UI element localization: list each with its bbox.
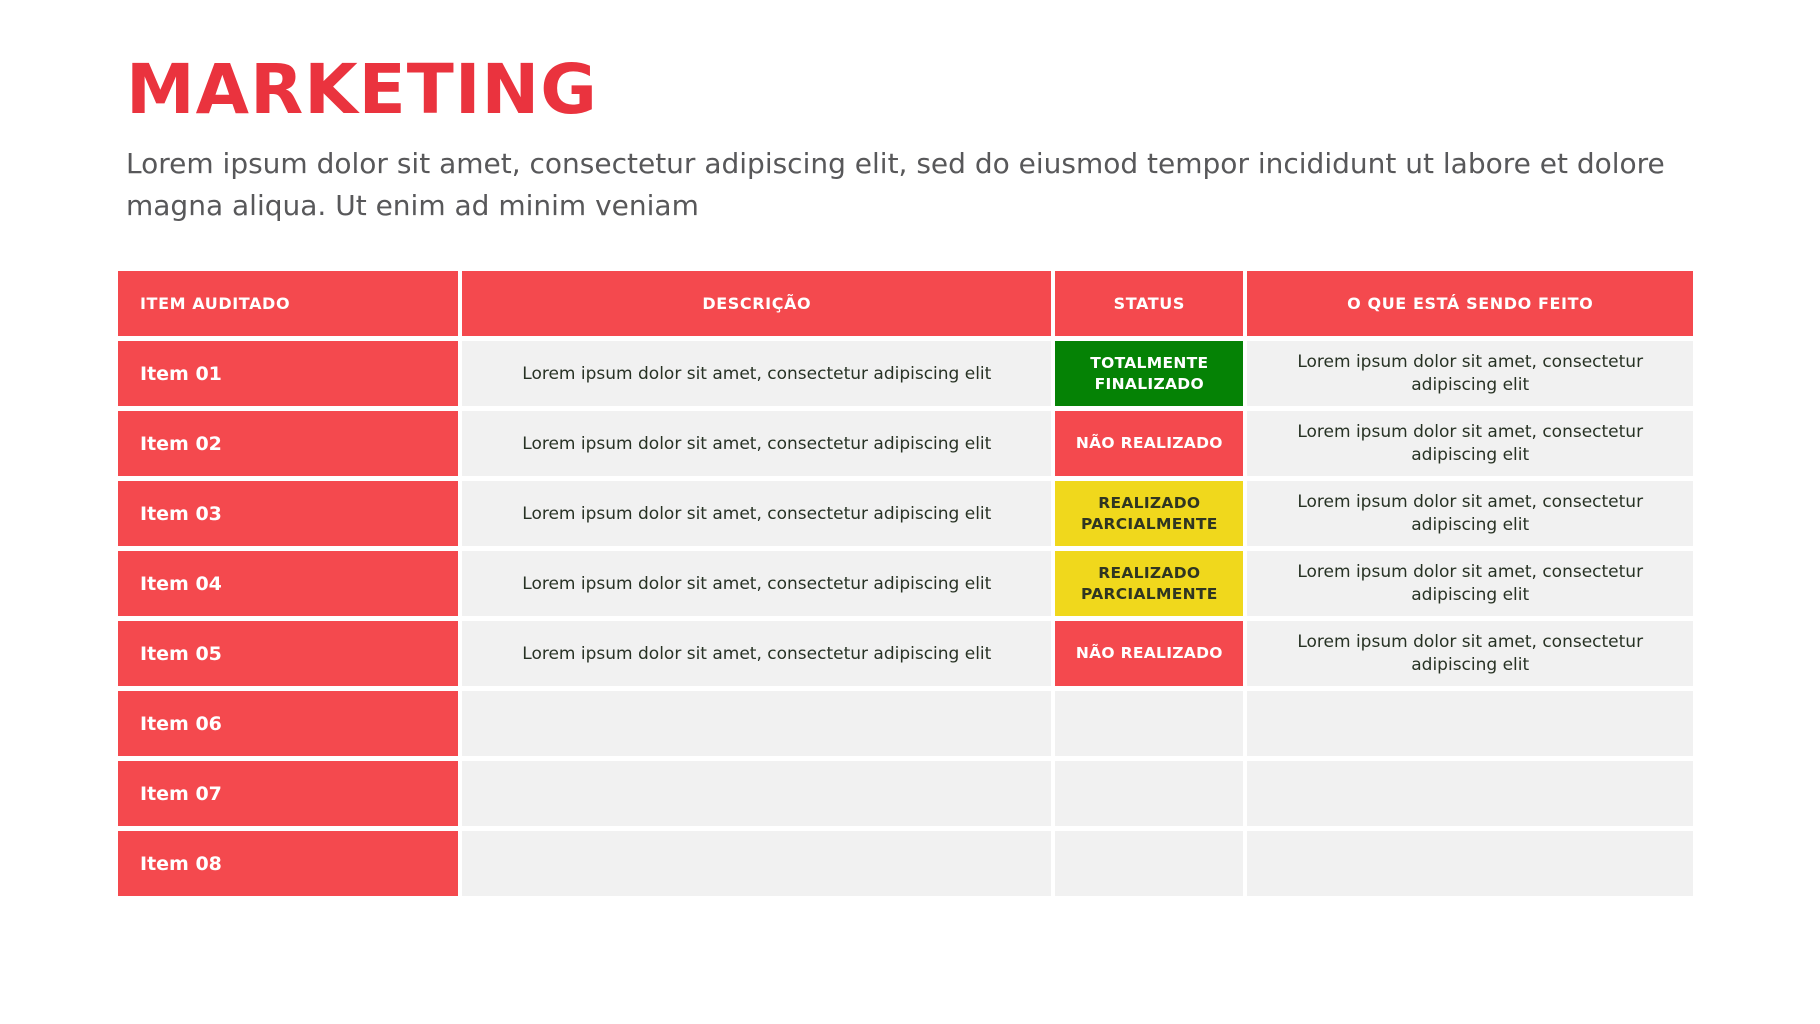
audit-table: ITEM AUDITADO DESCRIÇÃO STATUS O QUE EST… [118,271,1693,896]
status-cell: REALIZADO PARCIALMENTE [1055,481,1244,546]
subtitle-line-2: magna aliqua. Ut enim ad minim veniam [126,189,699,222]
item-cell: Item 03 [118,481,459,546]
description-cell: Lorem ipsum dolor sit amet, consectetur … [462,551,1052,616]
column-header-o-que-esta-sendo-feito: O QUE ESTÁ SENDO FEITO [1247,271,1693,336]
action-cell [1247,831,1693,896]
slide-content: MARKETING Lorem ipsum dolor sit amet, co… [118,56,1693,896]
description-cell [462,831,1052,896]
action-cell: Lorem ipsum dolor sit amet, consectetur … [1247,411,1693,476]
column-header-descricao: DESCRIÇÃO [462,271,1052,336]
page-subtitle: Lorem ipsum dolor sit amet, consectetur … [126,143,1693,227]
action-cell: Lorem ipsum dolor sit amet, consectetur … [1247,551,1693,616]
item-cell: Item 01 [118,341,459,406]
status-cell: TOTALMENTE FINALIZADO [1055,341,1244,406]
action-cell: Lorem ipsum dolor sit amet, consectetur … [1247,341,1693,406]
description-cell: Lorem ipsum dolor sit amet, consectetur … [462,411,1052,476]
description-cell: Lorem ipsum dolor sit amet, consectetur … [462,621,1052,686]
description-cell: Lorem ipsum dolor sit amet, consectetur … [462,481,1052,546]
subtitle-line-1: Lorem ipsum dolor sit amet, consectetur … [126,147,1665,180]
description-cell: Lorem ipsum dolor sit amet, consectetur … [462,341,1052,406]
status-cell [1055,761,1244,826]
action-cell: Lorem ipsum dolor sit amet, consectetur … [1247,481,1693,546]
status-cell: NÃO REALIZADO [1055,411,1244,476]
action-cell [1247,691,1693,756]
marketing-audit-slide: MARKETING Lorem ipsum dolor sit amet, co… [0,56,1820,1024]
item-cell: Item 07 [118,761,459,826]
column-header-status: STATUS [1055,271,1244,336]
action-cell: Lorem ipsum dolor sit amet, consectetur … [1247,621,1693,686]
status-cell: REALIZADO PARCIALMENTE [1055,551,1244,616]
column-header-item-auditado: ITEM AUDITADO [118,271,459,336]
status-cell [1055,691,1244,756]
status-cell: NÃO REALIZADO [1055,621,1244,686]
item-cell: Item 05 [118,621,459,686]
item-cell: Item 04 [118,551,459,616]
description-cell [462,691,1052,756]
action-cell [1247,761,1693,826]
item-cell: Item 02 [118,411,459,476]
page-title: MARKETING [126,50,598,130]
item-cell: Item 08 [118,831,459,896]
item-cell: Item 06 [118,691,459,756]
description-cell [462,761,1052,826]
status-cell [1055,831,1244,896]
